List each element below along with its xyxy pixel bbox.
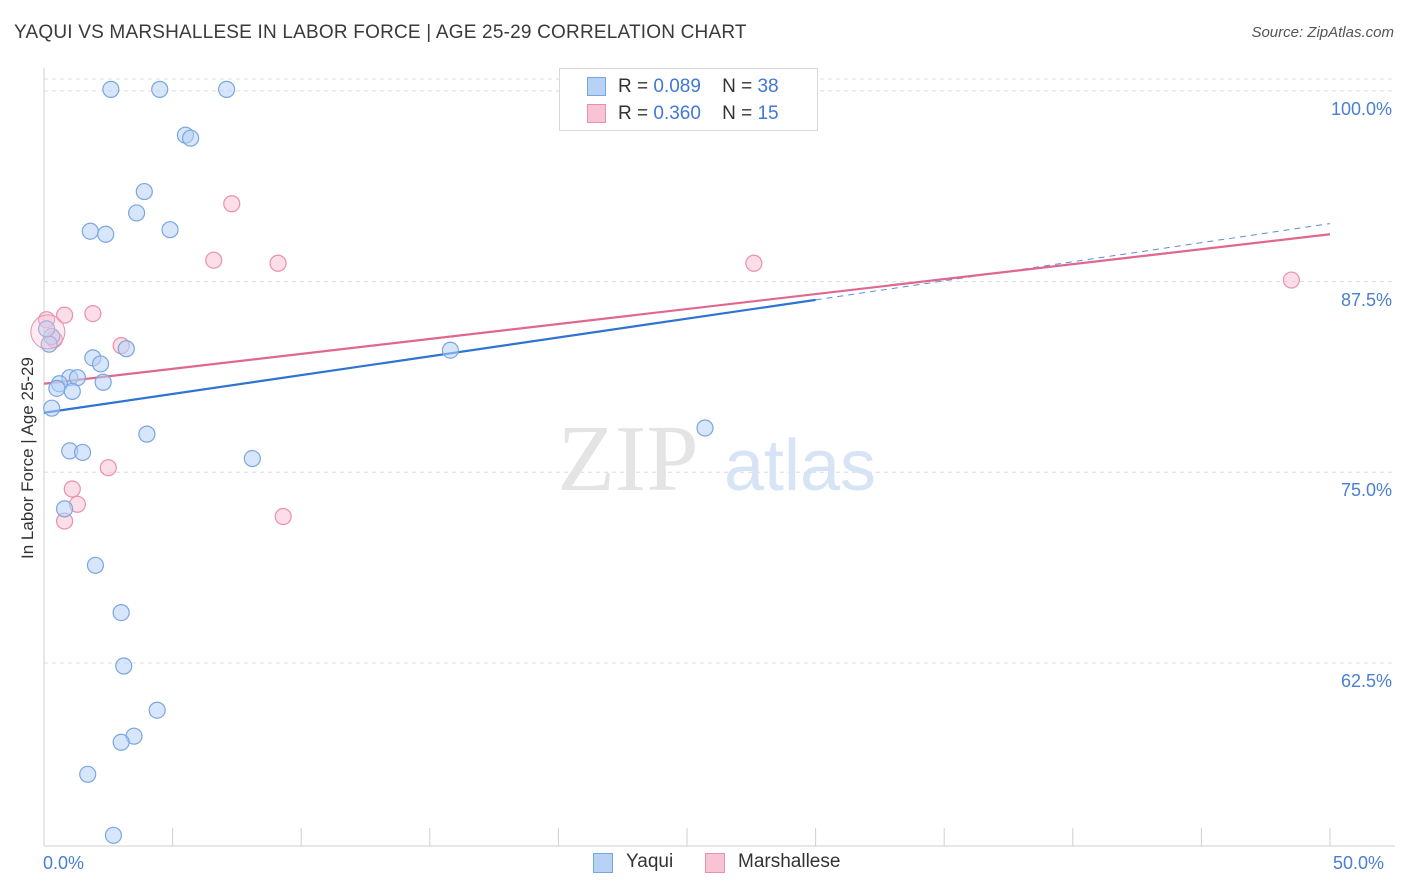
x-tick-label-min: 0.0% <box>43 853 85 873</box>
y-tick-label: 75.0% <box>1340 480 1392 501</box>
yaqui-point <box>73 443 92 462</box>
yaqui-point <box>117 340 135 358</box>
marshallese-point <box>1282 271 1301 289</box>
legend-r-label: R = <box>618 76 649 97</box>
marshallese-point <box>745 254 763 272</box>
yaqui-point <box>182 129 200 147</box>
legend-r-value-yaqui: 0.089 <box>653 76 701 97</box>
marshallese-cluster-point <box>30 314 66 350</box>
legend-swatch-marshallese <box>587 104 606 123</box>
marshallese-point <box>99 459 117 477</box>
trend-lines <box>43 223 1331 414</box>
y-tick-label: 87.5% <box>1340 289 1392 310</box>
legend-n-value-marshallese: 15 <box>757 103 779 124</box>
yaqui-point <box>104 826 123 844</box>
yaqui-point <box>148 701 166 719</box>
yaqui-point <box>81 222 99 240</box>
yaqui-point <box>43 399 61 417</box>
bottom-legend-label-yaqui: Yaqui <box>626 851 674 872</box>
axes <box>43 68 1395 847</box>
gridlines <box>44 78 1395 664</box>
yaqui-point <box>112 733 130 751</box>
y-tick-label: 62.5% <box>1340 670 1392 691</box>
yaqui-point <box>441 341 459 359</box>
yaqui-point <box>55 500 74 518</box>
yaqui-point <box>115 657 133 675</box>
yaqui-point <box>161 221 179 239</box>
yaqui-point <box>37 320 56 338</box>
yaqui-point <box>97 225 115 243</box>
yaqui-point <box>48 379 66 397</box>
legend-r-label: R = <box>618 103 649 124</box>
marshallese-point <box>223 195 241 213</box>
yaqui-point <box>138 425 156 443</box>
bottom-legend-label-marshallese: Marshallese <box>738 851 841 872</box>
yaqui-point <box>135 182 153 201</box>
yaqui-point <box>218 80 236 98</box>
chart-title: YAQUI VS MARSHALLESE IN LABOR FORCE | AG… <box>14 22 747 43</box>
yaqui-point <box>102 80 120 98</box>
legend-n-label: N = <box>722 103 753 124</box>
correlation-legend: R = 0.089 N = 38 R = 0.360 N = 15 <box>559 68 818 131</box>
marshallese-point <box>205 251 223 269</box>
yaqui-point <box>243 449 261 468</box>
y-axis-label: In Labor Force | Age 25-29 <box>18 357 37 559</box>
yaqui-point <box>112 603 130 622</box>
yaqui-point <box>151 80 169 98</box>
yaqui-point <box>696 419 714 437</box>
y-tick-label: 100.0% <box>1330 98 1392 119</box>
legend-swatch-yaqui <box>587 77 606 96</box>
trend-line-yaqui-extension <box>815 223 1331 301</box>
legend-n-value-yaqui: 38 <box>757 76 779 97</box>
watermark-zip: ZIP <box>558 407 699 511</box>
x-tick-label-max: 50.0% <box>1333 853 1385 873</box>
watermark: ZIP atlas <box>558 407 877 511</box>
yaqui-point <box>127 204 146 222</box>
trend-line-yaqui <box>43 298 816 414</box>
chart-source: Source: ZipAtlas.com <box>1251 24 1394 41</box>
yaqui-point <box>63 382 81 401</box>
data-points <box>30 80 1301 844</box>
legend-n-label: N = <box>722 76 753 97</box>
bottom-legend-swatch-marshallese <box>705 853 725 873</box>
yaqui-point <box>79 765 97 783</box>
legend-r-value-marshallese: 0.360 <box>653 103 701 124</box>
marshallese-point <box>55 306 74 324</box>
trend-line-marshallese <box>43 233 1331 385</box>
bottom-legend-swatch-yaqui <box>593 853 613 873</box>
yaqui-point <box>86 556 105 574</box>
marshallese-point <box>84 305 102 323</box>
marshallese-point <box>269 254 287 272</box>
yaqui-point <box>94 373 112 391</box>
watermark-atlas: atlas <box>724 426 876 506</box>
marshallese-point <box>63 480 81 498</box>
marshallese-point <box>274 507 292 526</box>
yaqui-point <box>91 355 110 373</box>
